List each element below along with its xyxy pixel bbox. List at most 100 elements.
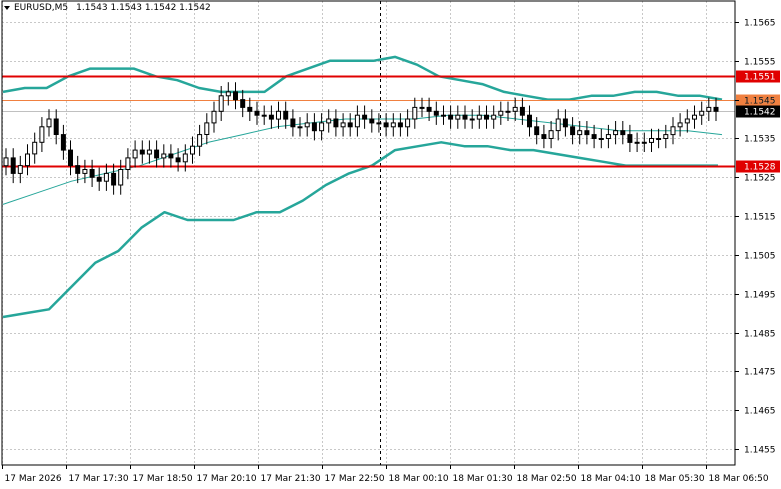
candle-body bbox=[505, 110, 511, 113]
candle-body bbox=[512, 106, 518, 112]
candle-body bbox=[699, 110, 705, 116]
candle-body bbox=[304, 122, 310, 128]
price-badge-label: 1.1542 bbox=[744, 108, 776, 118]
x-tick-label: 18 Mar 06:50 bbox=[709, 474, 769, 484]
candle-body bbox=[362, 114, 368, 120]
candle-body bbox=[354, 114, 360, 128]
candle-body bbox=[527, 114, 532, 128]
candle-body bbox=[111, 172, 117, 186]
candle-body bbox=[656, 138, 662, 140]
candle-body bbox=[448, 114, 454, 120]
lower-band bbox=[2, 141, 718, 319]
candle-body bbox=[598, 138, 604, 140]
candle-body bbox=[290, 118, 296, 128]
candle-body bbox=[462, 114, 468, 120]
candle-body bbox=[663, 134, 669, 140]
candle-body bbox=[175, 157, 181, 163]
candle-body bbox=[197, 134, 203, 147]
x-tick-label: 17 Mar 17:30 bbox=[69, 474, 129, 484]
chart-header: EURUSD,M5 1.1543 1.1543 1.1542 1.1542 bbox=[4, 3, 211, 13]
candle-body bbox=[283, 110, 289, 120]
candle-body bbox=[541, 134, 547, 140]
x-tick-label: 17 Mar 22:50 bbox=[325, 474, 385, 484]
y-tick-label: 1.1545 bbox=[744, 97, 776, 107]
y-tick-label: 1.1565 bbox=[744, 19, 776, 29]
x-tick-label: 17 Mar 18:50 bbox=[133, 474, 193, 484]
candle-body bbox=[677, 122, 683, 128]
x-tick-label: 18 Mar 01:30 bbox=[453, 474, 513, 484]
candle-body bbox=[692, 114, 697, 120]
candle-body bbox=[441, 114, 446, 117]
candle-body bbox=[476, 114, 482, 120]
candle-body bbox=[254, 110, 260, 116]
candle-body bbox=[577, 130, 583, 136]
candle-body bbox=[10, 157, 16, 174]
candle-body bbox=[548, 130, 554, 139]
candle-body bbox=[25, 153, 30, 167]
candle-body bbox=[75, 165, 81, 174]
ohlc-label: 1.1543 1.1543 1.1542 1.1542 bbox=[76, 3, 211, 13]
candle-body bbox=[182, 153, 188, 163]
candle-body bbox=[620, 130, 626, 136]
candle-body bbox=[713, 106, 719, 112]
y-tick-label: 1.1475 bbox=[744, 368, 776, 378]
candle-body bbox=[233, 91, 238, 101]
candle-body bbox=[103, 172, 109, 182]
candle-body bbox=[376, 122, 382, 125]
candle-body bbox=[53, 118, 59, 135]
candle-body bbox=[261, 114, 267, 117]
candle-body bbox=[591, 134, 597, 140]
candles bbox=[3, 82, 719, 195]
price-badge bbox=[736, 105, 780, 118]
y-tick-label: 1.1465 bbox=[744, 407, 776, 417]
triangle-down-icon[interactable] bbox=[4, 6, 10, 10]
x-tick-label: 17 Mar 21:30 bbox=[261, 474, 321, 484]
candle-body bbox=[584, 130, 590, 136]
candle-body bbox=[433, 110, 439, 116]
x-tick-label: 17 Mar 2026 bbox=[5, 474, 62, 484]
candle-body bbox=[634, 141, 640, 144]
candle-body bbox=[46, 118, 52, 128]
candle-body bbox=[627, 134, 633, 143]
candle-body bbox=[96, 176, 102, 182]
y-tick-label: 1.1515 bbox=[744, 213, 776, 223]
candle-body bbox=[491, 114, 497, 120]
candle-body bbox=[670, 126, 676, 136]
candle-body bbox=[684, 118, 690, 124]
grid bbox=[2, 1, 735, 465]
candle-body bbox=[426, 106, 432, 112]
y-tick-label: 1.1555 bbox=[744, 58, 776, 68]
candle-body bbox=[706, 106, 712, 112]
bollinger-bands bbox=[2, 55, 723, 319]
candle-body bbox=[276, 110, 281, 120]
candle-body bbox=[555, 118, 561, 132]
candle-body bbox=[405, 118, 411, 128]
candle-body bbox=[240, 99, 246, 108]
candle-body bbox=[39, 126, 45, 143]
y-tick-label: 1.1485 bbox=[744, 330, 776, 340]
candle-body bbox=[412, 106, 418, 120]
x-tick-label: 18 Mar 04:10 bbox=[581, 474, 641, 484]
candle-body bbox=[613, 130, 619, 136]
candle-body bbox=[498, 110, 504, 116]
candle-body bbox=[17, 165, 23, 174]
y-tick-label: 1.1495 bbox=[744, 291, 776, 301]
candle-body bbox=[333, 118, 339, 128]
candle-body bbox=[649, 138, 654, 143]
candle-body bbox=[82, 169, 88, 174]
candle-body bbox=[347, 122, 353, 128]
y-tick-label: 1.1505 bbox=[744, 252, 776, 262]
candle-body bbox=[419, 106, 425, 109]
candle-body bbox=[469, 118, 475, 121]
candle-body bbox=[168, 153, 174, 159]
candle-body bbox=[161, 153, 167, 159]
candle-body bbox=[204, 122, 210, 136]
candle-body bbox=[534, 126, 540, 136]
price-badge bbox=[736, 94, 780, 107]
candle-body bbox=[484, 114, 489, 120]
candle-body bbox=[519, 106, 525, 116]
